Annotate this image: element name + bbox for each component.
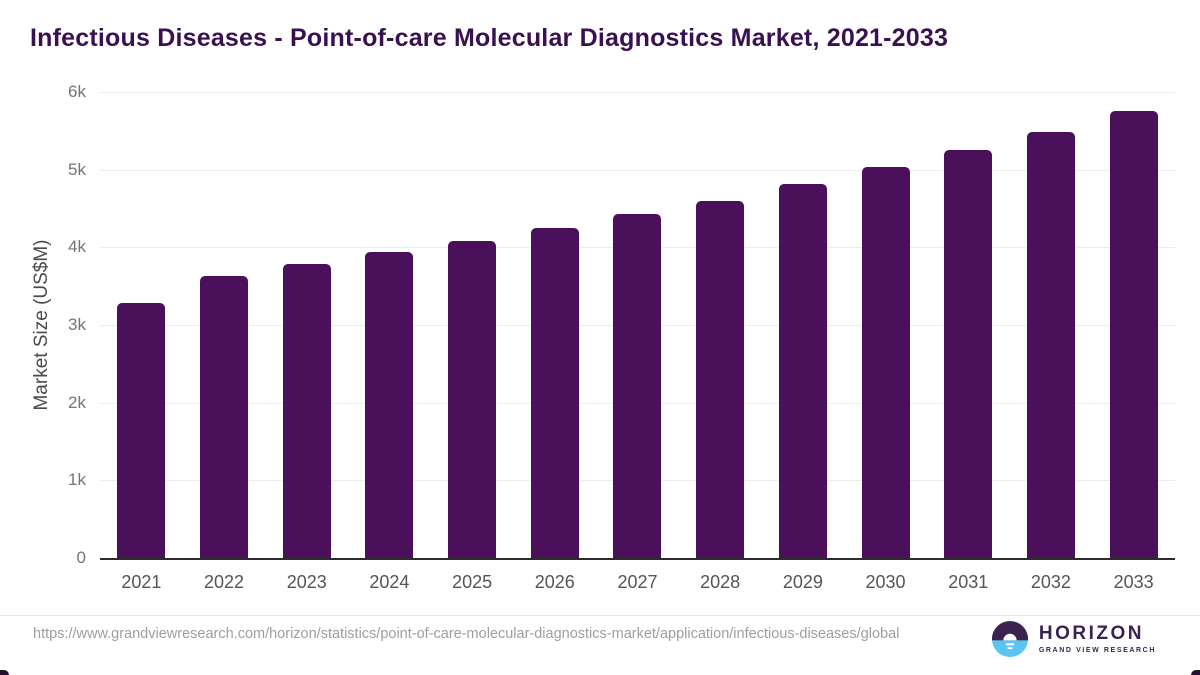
xtick-label-2031: 2031: [948, 572, 989, 592]
xtick-label-2025: 2025: [452, 572, 493, 592]
bar-2030[interactable]: [861, 167, 910, 558]
logo-brand-text: HORIZON: [1038, 623, 1144, 645]
bar-slot-2030: 2030: [844, 92, 927, 592]
xtick-label-2032: 2032: [1030, 572, 1071, 592]
bar-slot-2022: 2022: [183, 92, 266, 592]
ytick-label-0: 0: [76, 548, 86, 567]
xtick-label-2021: 2021: [121, 572, 162, 592]
xtick-label-2022: 2022: [204, 572, 245, 592]
bar-slot-2029: 2029: [762, 92, 845, 592]
bar-slot-2032: 2032: [1010, 92, 1093, 592]
footer-divider: [0, 615, 1200, 616]
xtick-label-2028: 2028: [700, 572, 741, 592]
ytick-label-3k: 3k: [68, 315, 86, 334]
page-title: Infectious Diseases - Point-of-care Mole…: [30, 24, 949, 52]
horizon-sunrise-icon: [991, 620, 1028, 658]
ytick-label-2k: 2k: [68, 392, 86, 412]
bar-slot-2028: 2028: [679, 92, 762, 592]
bar-2027[interactable]: [613, 213, 662, 558]
bar-chart-plot-area: 0 1k 2k 3k 4k 5k 6k 2021 2022 2023 2024 2025 2026 20…: [68, 82, 1175, 592]
bar-2026[interactable]: [530, 227, 579, 558]
bar-slot-2031: 2031: [927, 92, 1010, 592]
logo-subtitle-text: GRAND VIEW RESEARCH: [1038, 646, 1156, 654]
frame-corner-left: [0, 670, 9, 675]
bar-2023[interactable]: [282, 264, 331, 558]
ytick-label-6k: 6k: [68, 82, 86, 101]
bar-2021[interactable]: [117, 303, 166, 558]
bar-2028[interactable]: [696, 200, 745, 558]
bar-2022[interactable]: [200, 276, 249, 558]
xtick-label-2023: 2023: [286, 572, 327, 592]
bar-slot-2027: 2027: [596, 92, 679, 592]
bar-2024[interactable]: [365, 252, 414, 558]
gridline-5k: [100, 169, 1175, 171]
y-axis-label: Market Size (US$M): [31, 239, 52, 411]
bar-2033[interactable]: [1109, 111, 1158, 558]
ytick-label-4k: 4k: [68, 237, 86, 257]
horizon-logo[interactable]: HORIZON GRAND VIEW RESEARCH: [991, 620, 1156, 658]
frame-corner-right: [1191, 670, 1200, 675]
logo-wordmark: HORIZON GRAND VIEW RESEARCH: [1038, 623, 1156, 654]
xtick-label-2029: 2029: [782, 572, 823, 592]
bar-2031[interactable]: [944, 150, 993, 558]
bar-slot-2024: 2024: [348, 92, 431, 592]
bar-2025[interactable]: [448, 241, 497, 558]
xtick-label-2030: 2030: [865, 572, 906, 592]
bar-slot-2021: 2021: [100, 92, 183, 592]
xtick-label-2024: 2024: [369, 572, 410, 592]
gridline-6k: [100, 92, 1175, 93]
bar-slot-2026: 2026: [513, 92, 596, 592]
bar-2032[interactable]: [1026, 131, 1075, 558]
bar-series: 2021 2022 2023 2024 2025 2026 2027 2028 2029 2030…: [100, 92, 1175, 592]
bar-2029[interactable]: [778, 184, 827, 558]
bar-slot-2025: 2025: [431, 92, 514, 592]
source-url: https://www.grandviewresearch.com/horizo…: [33, 626, 900, 642]
xtick-label-2027: 2027: [617, 572, 658, 592]
xtick-label-2026: 2026: [534, 572, 575, 592]
ytick-label-5k: 5k: [68, 159, 86, 179]
bar-slot-2023: 2023: [265, 92, 348, 592]
bar-slot-2033: 2033: [1092, 92, 1175, 592]
xtick-label-2033: 2033: [1113, 572, 1154, 592]
ytick-label-1k: 1k: [68, 470, 86, 490]
